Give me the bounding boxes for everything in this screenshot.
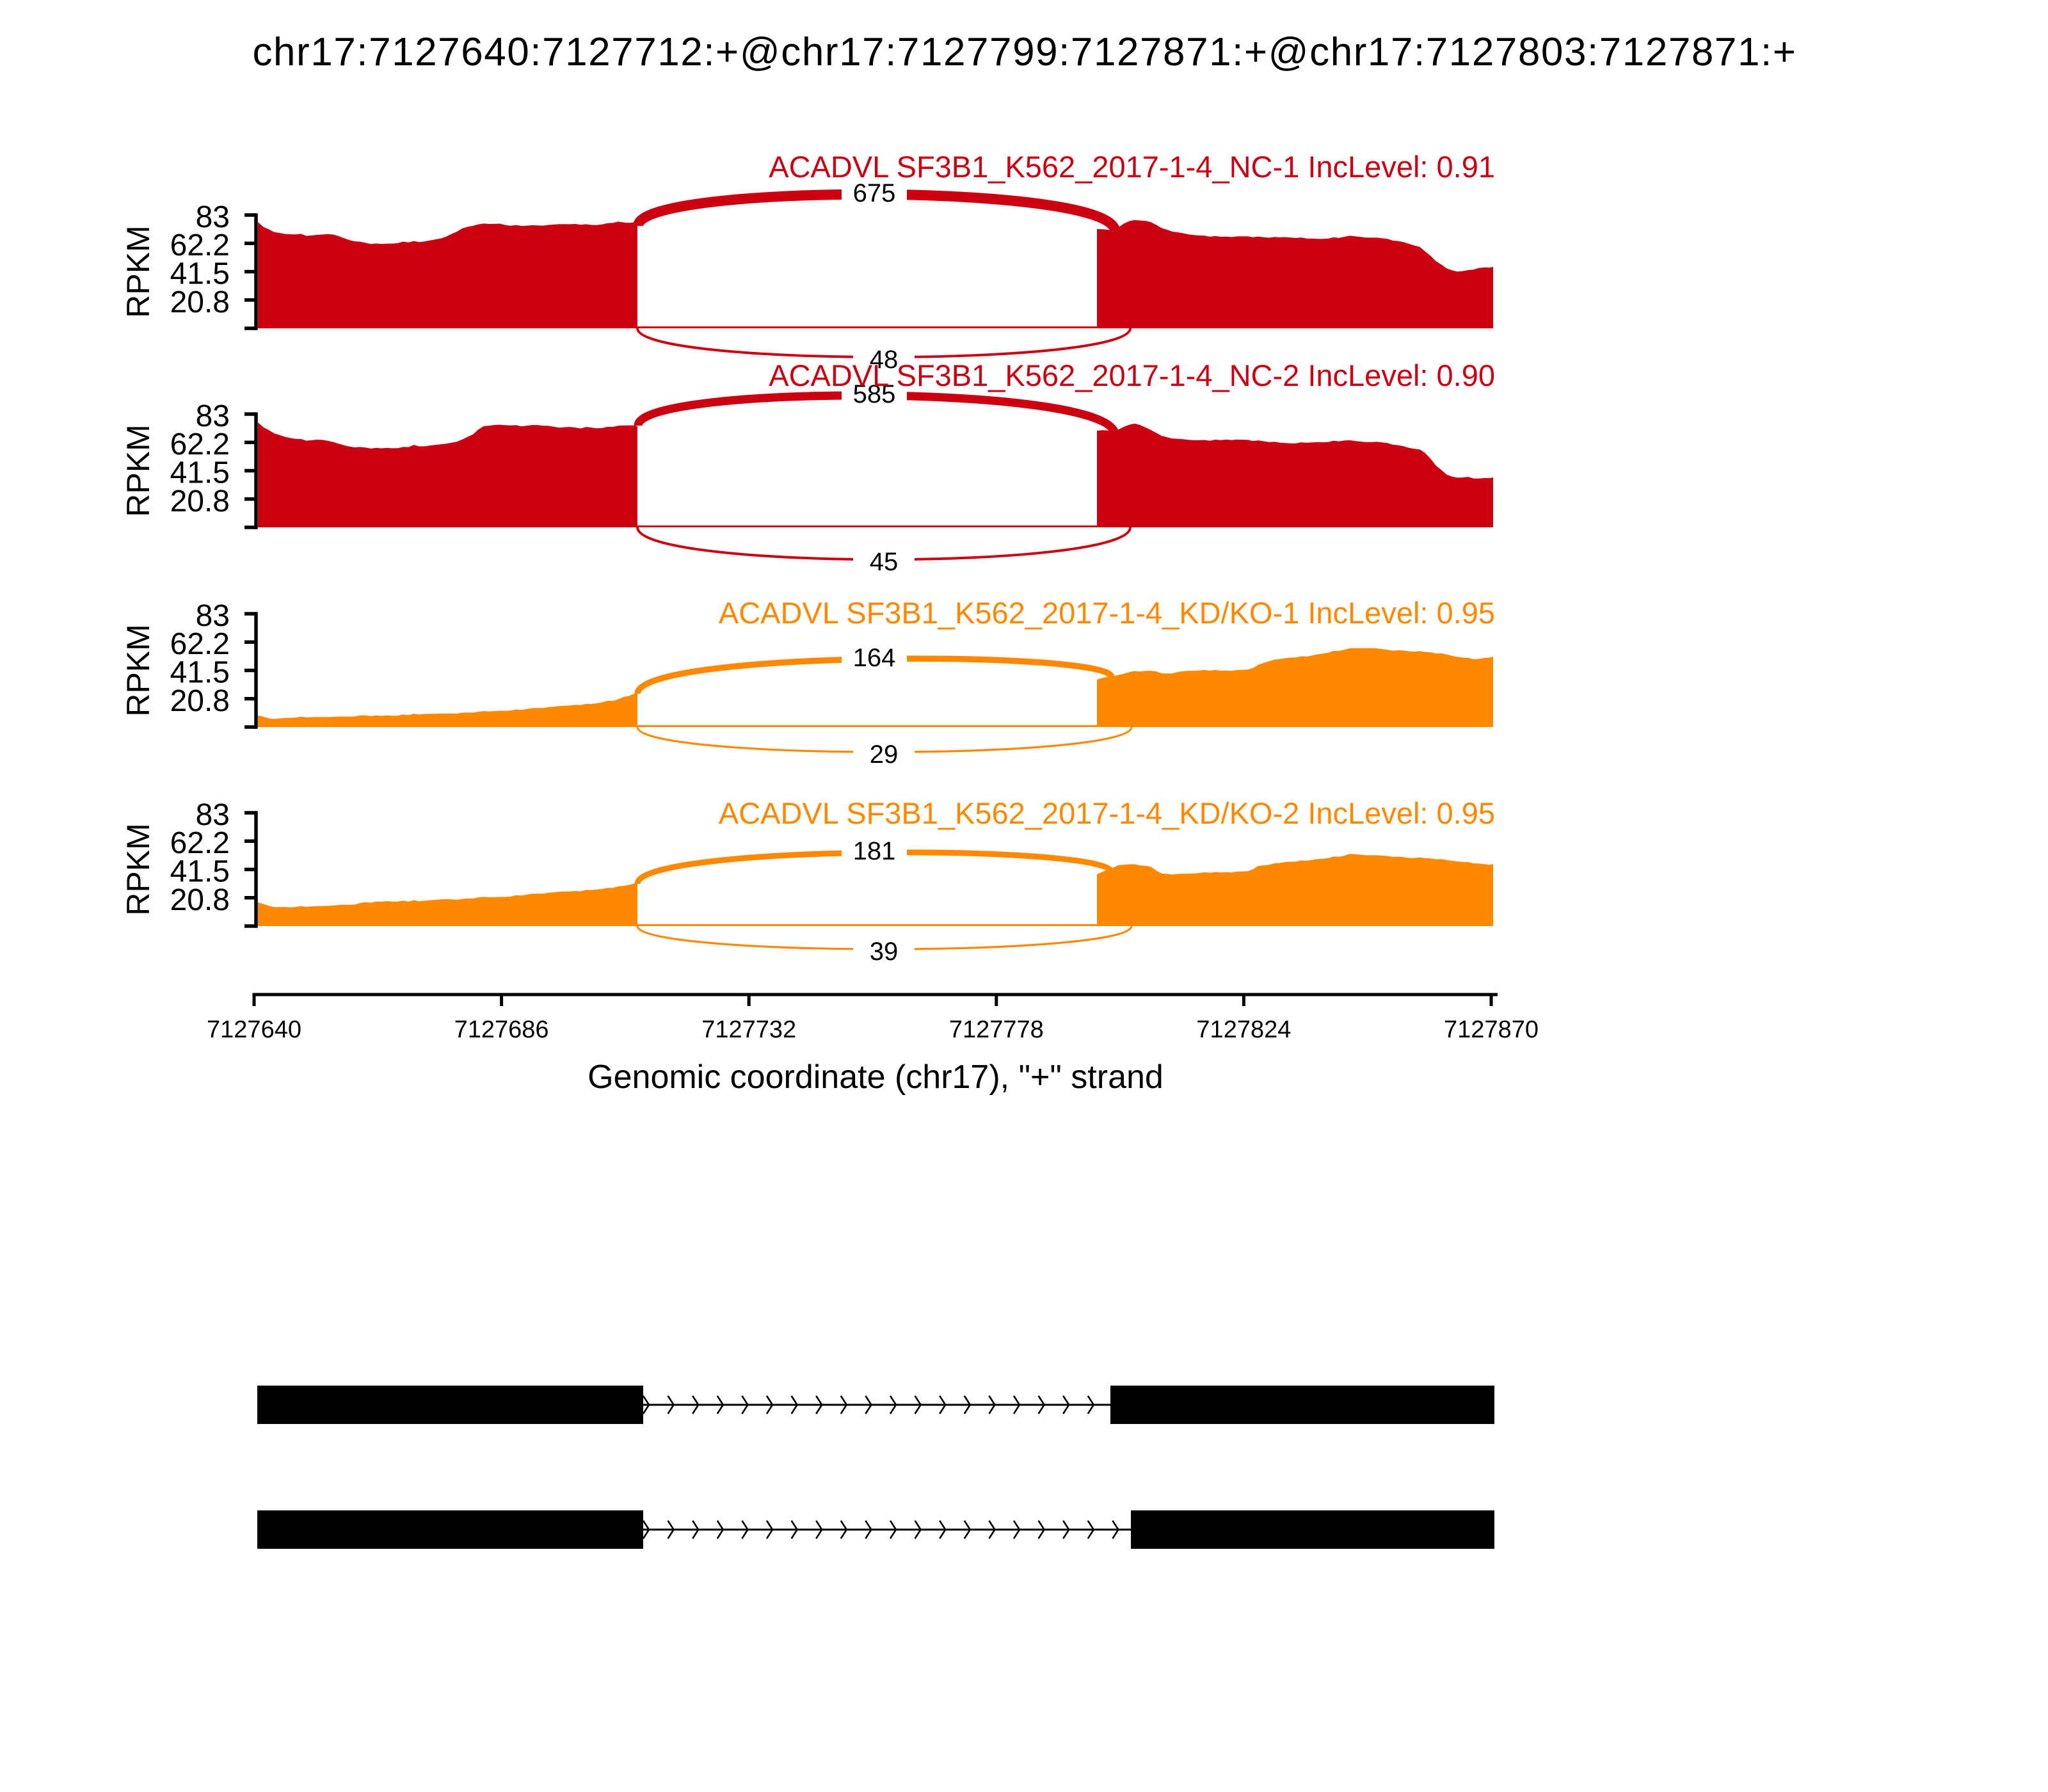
svg-text:20.8: 20.8 xyxy=(170,883,230,917)
svg-text:ACADVL SF3B1_K562_2017-1-4_NC-: ACADVL SF3B1_K562_2017-1-4_NC-1 IncLevel… xyxy=(769,150,1495,184)
svg-text:7127686: 7127686 xyxy=(454,1016,549,1043)
svg-text:41.5: 41.5 xyxy=(170,656,230,690)
svg-text:83: 83 xyxy=(196,399,230,433)
svg-text:585: 585 xyxy=(853,380,896,408)
svg-text:20.8: 20.8 xyxy=(170,684,230,718)
svg-text:RPKM: RPKM xyxy=(120,823,156,915)
svg-text:7127640: 7127640 xyxy=(207,1016,301,1043)
svg-text:83: 83 xyxy=(196,798,230,832)
svg-text:ACADVL SF3B1_K562_2017-1-4_KD/: ACADVL SF3B1_K562_2017-1-4_KD/KO-2 IncLe… xyxy=(719,796,1495,830)
svg-text:39: 39 xyxy=(870,938,899,966)
svg-text:RPKM: RPKM xyxy=(120,424,156,516)
svg-text:83: 83 xyxy=(196,200,230,234)
svg-text:20.8: 20.8 xyxy=(170,484,230,518)
svg-text:ACADVL SF3B1_K562_2017-1-4_NC-: ACADVL SF3B1_K562_2017-1-4_NC-2 IncLevel… xyxy=(769,358,1495,392)
svg-text:41.5: 41.5 xyxy=(170,855,230,889)
svg-text:29: 29 xyxy=(870,740,899,769)
svg-text:RPKM: RPKM xyxy=(120,225,156,317)
svg-text:7127778: 7127778 xyxy=(949,1016,1044,1043)
svg-text:675: 675 xyxy=(853,179,896,207)
svg-text:Genomic coordinate (chr17), "+: Genomic coordinate (chr17), "+" strand xyxy=(588,1059,1164,1096)
svg-text:7127732: 7127732 xyxy=(701,1016,796,1043)
svg-text:181: 181 xyxy=(853,837,896,865)
svg-text:83: 83 xyxy=(196,599,230,633)
svg-text:7127870: 7127870 xyxy=(1444,1016,1539,1043)
svg-text:41.5: 41.5 xyxy=(170,456,230,490)
svg-text:48: 48 xyxy=(870,346,899,374)
svg-text:62.2: 62.2 xyxy=(170,627,230,661)
svg-text:45: 45 xyxy=(870,548,899,576)
svg-text:164: 164 xyxy=(853,644,896,672)
svg-text:chr17:7127640:7127712:+@chr17:: chr17:7127640:7127712:+@chr17:7127799:71… xyxy=(252,30,1796,74)
svg-text:20.8: 20.8 xyxy=(170,285,230,319)
svg-text:ACADVL SF3B1_K562_2017-1-4_KD/: ACADVL SF3B1_K562_2017-1-4_KD/KO-1 IncLe… xyxy=(719,596,1495,630)
svg-text:7127824: 7127824 xyxy=(1196,1016,1291,1043)
svg-text:62.2: 62.2 xyxy=(170,428,230,461)
svg-text:62.2: 62.2 xyxy=(170,228,230,262)
svg-text:62.2: 62.2 xyxy=(170,826,230,860)
svg-text:RPKM: RPKM xyxy=(120,624,156,716)
svg-text:41.5: 41.5 xyxy=(170,257,230,291)
